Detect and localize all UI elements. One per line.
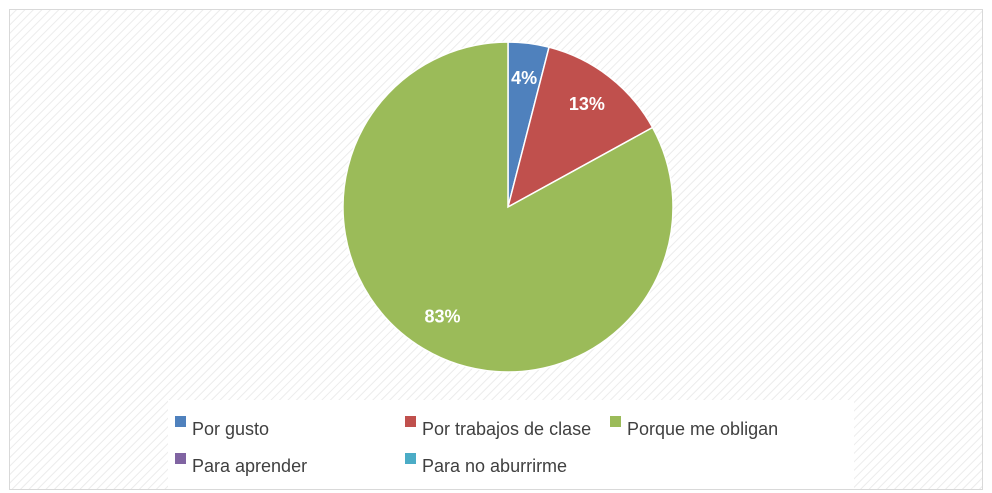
- legend-label: Por trabajos de clase: [422, 419, 591, 439]
- value-label: 4%: [511, 68, 537, 88]
- legend-swatch: [405, 453, 416, 464]
- legend-swatch: [405, 416, 416, 427]
- legend-label: Para no aburrirme: [422, 456, 567, 476]
- legend-swatch: [610, 416, 621, 427]
- legend-label: Porque me obligan: [627, 419, 778, 439]
- legend-swatch: [175, 416, 186, 427]
- value-label: 13%: [569, 94, 605, 114]
- pie-slice: [506, 46, 654, 209]
- legend-swatch: [175, 453, 186, 464]
- pie-slice: [342, 41, 674, 373]
- value-label: 83%: [424, 307, 460, 327]
- legend-label: Por gusto: [192, 419, 269, 439]
- legend-label: Para aprender: [192, 456, 307, 476]
- legend-box: [168, 400, 854, 489]
